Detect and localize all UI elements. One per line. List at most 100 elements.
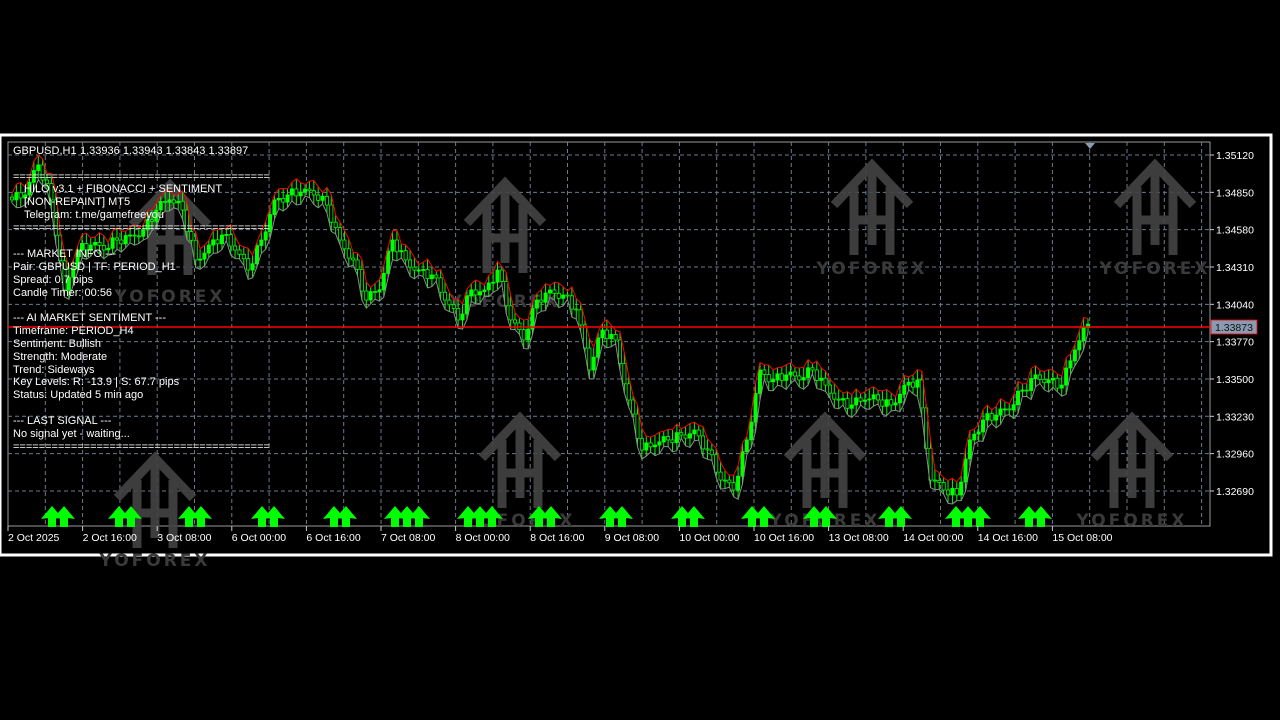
buy-arrow-icon: [335, 506, 357, 527]
plot-area[interactable]: [7, 141, 1211, 527]
candle-body: [1055, 377, 1060, 389]
x-tick-label: 6 Oct 16:00: [306, 532, 360, 544]
candle-body: [88, 244, 93, 251]
watermark-text: YOFOREX: [1075, 511, 1187, 531]
candle-body: [359, 268, 364, 292]
candle-body: [604, 329, 609, 340]
candle-body: [1068, 360, 1073, 369]
candle-body: [981, 419, 986, 433]
yoforex-logo-icon: [1113, 158, 1197, 255]
candle-body: [320, 195, 325, 201]
buy-arrow-icon: [671, 506, 693, 527]
candle-body: [740, 451, 745, 477]
candle-body: [854, 397, 859, 406]
candle-body: [574, 308, 579, 311]
candle-body: [215, 239, 220, 245]
candle-body: [482, 289, 487, 293]
x-tick-label: 10 Oct 16:00: [754, 532, 814, 544]
candle-body: [731, 482, 736, 491]
candle-body: [254, 245, 259, 265]
candle-body: [268, 214, 273, 233]
buy-arrow-icon: [41, 506, 63, 527]
buy-arrow-icon: [969, 506, 991, 527]
buy-arrow-icon: [120, 506, 142, 527]
buy-arrow-icon: [53, 506, 75, 527]
candle-body: [1059, 384, 1064, 389]
candle-body: [31, 170, 36, 183]
candle-body: [394, 239, 399, 253]
candle-body: [696, 429, 701, 437]
candle-body: [1072, 349, 1077, 362]
candle-body: [666, 436, 671, 441]
buy-arrow-icon: [741, 506, 763, 527]
candle-body: [674, 432, 679, 444]
candle-body: [801, 377, 806, 381]
candle-body: [827, 384, 832, 394]
candle-body: [1037, 374, 1042, 380]
candle-body: [40, 164, 45, 181]
buy-arrow-icon: [957, 506, 979, 527]
candle-body: [1077, 340, 1082, 351]
candle-body: [784, 374, 789, 381]
candle-body: [985, 413, 990, 421]
current-price-tag: 1.33873: [1210, 319, 1258, 335]
candle-body: [596, 337, 601, 358]
key-levels-info: Key Levels: R: -13.9 | S: 67.7 pips: [13, 376, 180, 388]
candle-body: [736, 475, 741, 491]
candle-body: [1046, 379, 1051, 384]
candle-body: [285, 194, 290, 203]
candle-body: [499, 269, 504, 282]
candle-body: [351, 257, 356, 261]
candle-body: [425, 269, 430, 280]
candle-body: [1002, 408, 1007, 411]
buy-arrow-icon: [263, 506, 285, 527]
telegram-link: Telegram: t.me/gamefreeyou: [24, 209, 164, 221]
candle-body: [902, 384, 907, 395]
buy-arrow-icon: [384, 506, 406, 527]
candle-body: [806, 367, 811, 378]
pair-info: Pair: GBPUSD | TF: PERIOD_H1: [13, 261, 176, 273]
candle-body: [919, 379, 924, 409]
candle-body: [79, 243, 84, 251]
candle-body: [1007, 408, 1012, 411]
x-tick-label: 15 Oct 08:00: [1052, 532, 1112, 544]
candle-body: [582, 324, 587, 349]
candle-body: [438, 277, 443, 293]
candle-body: [543, 292, 548, 303]
y-tick-label: 1.34310: [1216, 262, 1254, 274]
candle-body: [399, 250, 404, 253]
candle-body: [876, 394, 881, 401]
buy-arrow-icon: [108, 506, 130, 527]
buy-arrow-icon: [178, 506, 200, 527]
candle-body: [486, 282, 491, 291]
candle-body: [766, 374, 771, 383]
candle-body: [705, 448, 710, 451]
candles: [9, 154, 1091, 504]
candle-body: [145, 219, 150, 231]
candle-body: [154, 209, 159, 222]
candle-body: [149, 219, 154, 222]
candle-body: [915, 379, 920, 388]
time-axis: 2 Oct 2025 2 Oct 16:00 3 Oct 08:00 6 Oct 00…: [7, 526, 1113, 544]
candle-body: [744, 439, 749, 452]
candle-body: [871, 394, 876, 400]
candle-body: [66, 276, 71, 291]
candle-body: [84, 243, 89, 251]
shift-marker-icon[interactable]: [1085, 143, 1095, 149]
candle-body: [906, 381, 911, 386]
candle-body: [530, 307, 535, 330]
chart-header-ohlc: 1.33936 1.33943 1.33843 1.33897: [80, 145, 248, 157]
x-tick-label: 7 Oct 08:00: [381, 532, 435, 544]
candle-body: [97, 241, 102, 246]
candle-body: [342, 239, 347, 250]
candle-body: [814, 369, 819, 381]
lower-band-line: [11, 178, 1089, 505]
candle-body: [661, 436, 666, 443]
candle-body: [460, 313, 465, 321]
candle-body: [329, 204, 334, 223]
candle-body: [303, 188, 308, 193]
buy-arrow-icon: [1018, 506, 1040, 527]
candle-body: [281, 198, 286, 203]
